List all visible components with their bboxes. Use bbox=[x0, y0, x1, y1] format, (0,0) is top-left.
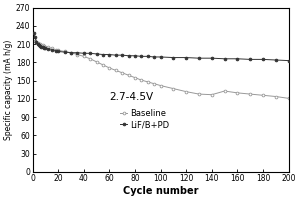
LiF/B+PD bbox=[32, 32, 36, 34]
Baseline bbox=[248, 93, 252, 95]
LiF/B+PD bbox=[236, 58, 239, 60]
Baseline bbox=[184, 90, 188, 93]
LiF/B+PD bbox=[46, 48, 50, 50]
LiF/B+PD bbox=[197, 57, 201, 59]
Baseline bbox=[88, 58, 92, 60]
LiF/B+PD bbox=[44, 47, 47, 50]
LiF/B+PD bbox=[88, 52, 92, 55]
Baseline bbox=[223, 90, 226, 92]
Baseline bbox=[69, 51, 73, 54]
X-axis label: Cycle number: Cycle number bbox=[123, 186, 198, 196]
Baseline bbox=[152, 83, 156, 85]
LiF/B+PD bbox=[76, 51, 79, 54]
Baseline bbox=[210, 93, 214, 96]
Baseline bbox=[40, 44, 43, 46]
Baseline bbox=[82, 55, 85, 58]
Baseline bbox=[133, 76, 137, 79]
Baseline bbox=[50, 47, 53, 50]
Baseline bbox=[261, 94, 265, 96]
LiF/B+PD bbox=[133, 55, 137, 57]
LiF/B+PD bbox=[159, 56, 162, 58]
Legend: Baseline, LiF/B+PD: Baseline, LiF/B+PD bbox=[118, 107, 171, 131]
Baseline bbox=[236, 92, 239, 94]
Text: 2.7-4.5V: 2.7-4.5V bbox=[109, 92, 154, 102]
Baseline bbox=[44, 45, 47, 48]
LiF/B+PD bbox=[223, 58, 226, 60]
Baseline bbox=[63, 50, 66, 53]
Baseline bbox=[274, 95, 278, 98]
LiF/B+PD bbox=[95, 53, 98, 55]
LiF/B+PD bbox=[38, 45, 42, 47]
LiF/B+PD bbox=[184, 56, 188, 59]
LiF/B+PD bbox=[210, 57, 214, 59]
LiF/B+PD bbox=[261, 58, 265, 61]
LiF/B+PD bbox=[152, 56, 156, 58]
LiF/B+PD bbox=[33, 36, 37, 38]
Baseline bbox=[46, 46, 50, 48]
LiF/B+PD bbox=[69, 51, 73, 54]
LiF/B+PD bbox=[248, 58, 252, 61]
LiF/B+PD bbox=[274, 59, 278, 61]
Baseline bbox=[159, 84, 162, 87]
Baseline bbox=[140, 79, 143, 81]
LiF/B+PD bbox=[54, 50, 57, 52]
Baseline bbox=[287, 97, 290, 100]
Baseline bbox=[38, 43, 42, 45]
LiF/B+PD bbox=[287, 59, 290, 62]
Baseline bbox=[34, 41, 38, 44]
Baseline bbox=[37, 42, 41, 45]
Baseline bbox=[41, 44, 45, 47]
Baseline bbox=[197, 93, 201, 95]
Line: LiF/B+PD: LiF/B+PD bbox=[32, 32, 290, 62]
Baseline bbox=[120, 72, 124, 74]
Baseline bbox=[33, 40, 37, 42]
LiF/B+PD bbox=[107, 53, 111, 56]
LiF/B+PD bbox=[120, 54, 124, 56]
LiF/B+PD bbox=[36, 43, 39, 45]
Baseline bbox=[127, 74, 130, 76]
Line: Baseline: Baseline bbox=[32, 38, 290, 100]
LiF/B+PD bbox=[146, 55, 150, 58]
Baseline bbox=[56, 49, 60, 51]
Baseline bbox=[101, 64, 105, 66]
LiF/B+PD bbox=[56, 50, 60, 53]
LiF/B+PD bbox=[40, 45, 43, 48]
Baseline bbox=[107, 67, 111, 69]
Baseline bbox=[76, 53, 79, 56]
LiF/B+PD bbox=[82, 52, 85, 55]
Baseline bbox=[95, 61, 98, 63]
LiF/B+PD bbox=[140, 55, 143, 58]
Baseline bbox=[172, 87, 175, 90]
LiF/B+PD bbox=[50, 49, 53, 51]
Baseline bbox=[54, 48, 57, 51]
Y-axis label: Specific capacity (mA h/g): Specific capacity (mA h/g) bbox=[4, 40, 13, 140]
LiF/B+PD bbox=[41, 46, 45, 48]
LiF/B+PD bbox=[42, 47, 46, 49]
Baseline bbox=[42, 45, 46, 47]
LiF/B+PD bbox=[114, 54, 118, 56]
Baseline bbox=[146, 81, 150, 83]
Baseline bbox=[114, 69, 118, 72]
LiF/B+PD bbox=[63, 51, 66, 53]
LiF/B+PD bbox=[34, 41, 38, 44]
Baseline bbox=[36, 42, 39, 44]
LiF/B+PD bbox=[37, 44, 41, 47]
LiF/B+PD bbox=[172, 56, 175, 59]
LiF/B+PD bbox=[101, 53, 105, 56]
Baseline bbox=[32, 38, 36, 41]
LiF/B+PD bbox=[127, 55, 130, 57]
